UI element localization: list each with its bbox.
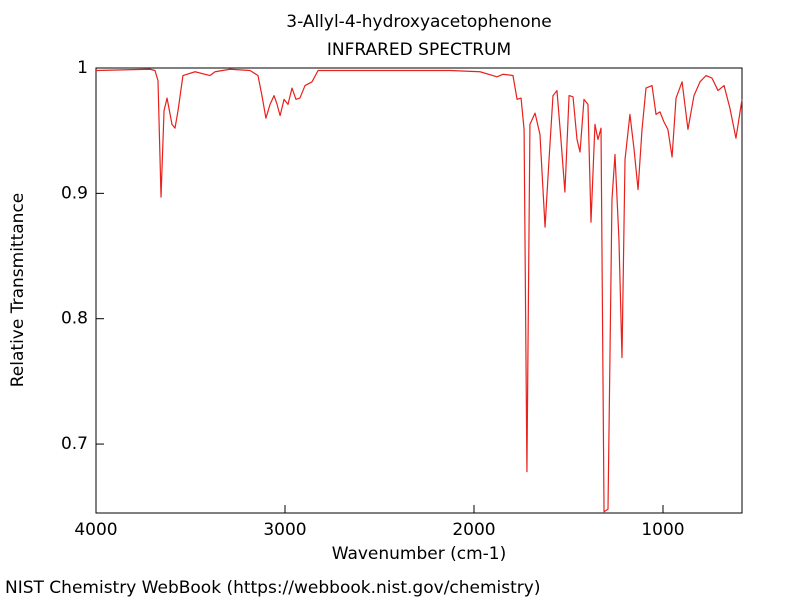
x-tick-label: 2000 [452,520,495,540]
y-axis-label: Relative Transmittance [8,193,28,388]
y-tick-label: 0.8 [61,309,88,329]
chart-title: 3-Allyl-4-hydroxyacetophenone [286,12,551,32]
plot-frame [95,67,743,514]
x-tick-label: 4000 [74,520,117,540]
y-tick-label: 0.9 [61,183,88,203]
chart-subtitle: INFRARED SPECTRUM [327,40,511,60]
y-tick-label: 1 [77,58,88,78]
y-tick-label: 0.7 [61,434,88,454]
x-tick-label: 3000 [263,520,306,540]
x-tick-label: 1000 [641,520,684,540]
x-axis-label: Wavenumber (cm-1) [332,544,507,564]
spectrum-line [95,68,743,513]
source-note: NIST Chemistry WebBook (https://webbook.… [5,578,540,598]
